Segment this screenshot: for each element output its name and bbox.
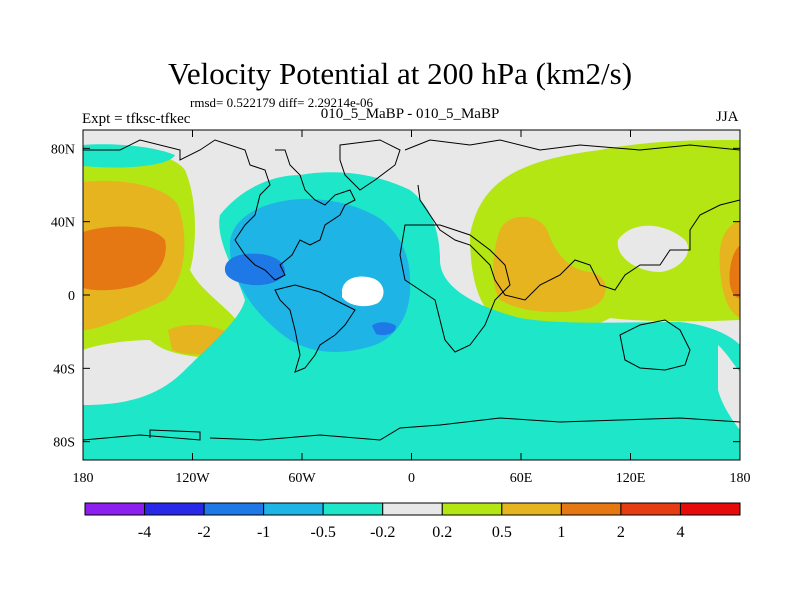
negative-05 — [229, 199, 411, 352]
season-label: JJA — [716, 109, 739, 125]
colorbar-label: -0.5 — [311, 524, 336, 541]
coast-greenland — [339, 139, 401, 191]
stats-label: rmsd= 0.522179 diff= 2.29214e-06 — [190, 95, 374, 110]
coast-antarctica — [83, 417, 740, 441]
colorbar-label: -2 — [197, 524, 210, 541]
x-tick-label: 180 — [730, 471, 751, 486]
colorbar-label: 2 — [617, 524, 625, 541]
x-tick-label: 0 — [408, 471, 415, 486]
y-tick-label: 40N — [51, 216, 75, 231]
x-tick-label: 120E — [616, 471, 646, 486]
comparison-label: 010_5_MaBP - 010_5_MaBP — [320, 106, 500, 122]
colorbar-label: -1 — [257, 524, 270, 541]
colorbar-label: 1 — [557, 524, 565, 541]
colorbar-swatch — [263, 502, 324, 516]
coast-south-america — [274, 284, 356, 373]
colorbar-swatch — [560, 502, 622, 516]
colorbar: -4 -2 -1 -0.5 -0.2 0.2 0.5 1 2 4 — [84, 502, 741, 541]
colorbar-label: 4 — [676, 524, 684, 541]
colorbar-swatch — [441, 502, 503, 516]
colorbar-swatch — [679, 502, 741, 516]
y-tick-label: 0 — [68, 289, 75, 304]
contour-fields — [83, 130, 740, 460]
coastline-overlay — [83, 139, 740, 441]
colorbar-label: -4 — [138, 524, 151, 541]
negative-1-south — [372, 322, 396, 336]
experiment-label: Expt = tfksc-tfkec — [82, 111, 191, 127]
colorbar-label: 0.2 — [432, 524, 452, 541]
colorbar-swatch — [620, 502, 681, 516]
neutral-core — [342, 276, 384, 307]
colorbar-swatch — [144, 502, 205, 516]
colorbar-swatch — [501, 502, 562, 516]
axes: 180 120W 60W 0 60E 120E 180 80N 40N 0 40S 80S — [51, 130, 751, 486]
x-tick-label: 60E — [510, 471, 533, 486]
asia-positive-1-east — [729, 245, 740, 298]
chart-title: Velocity Potential at 200 hPa (km2/s) — [167, 56, 633, 91]
x-tick-label: 60W — [288, 471, 316, 486]
asia-positive-05 — [493, 216, 606, 313]
coast-africa — [399, 224, 511, 353]
colorbar-label: 0.5 — [492, 524, 512, 541]
colorbar-swatch — [203, 502, 265, 516]
coast-north-america — [83, 139, 356, 281]
x-tick-label: 180 — [73, 471, 94, 486]
coast-eurasia — [404, 139, 740, 301]
y-tick-label: 80N — [51, 142, 75, 157]
neutral-hole-southwest — [83, 354, 121, 405]
neutral-hole-southeast — [718, 345, 740, 430]
asia-neutral-hole — [617, 225, 689, 272]
y-tick-label: 80S — [53, 436, 75, 451]
negative-1-west — [224, 253, 285, 286]
colorbar-swatch — [322, 502, 384, 516]
x-tick-label: 120W — [175, 471, 210, 486]
y-tick-label: 40S — [53, 362, 75, 377]
pacific-positive-1 — [83, 226, 166, 291]
coast-australia — [619, 319, 691, 371]
colorbar-swatch — [382, 502, 443, 516]
colorbar-label: -0.2 — [370, 524, 395, 541]
colorbar-swatch — [84, 502, 146, 516]
